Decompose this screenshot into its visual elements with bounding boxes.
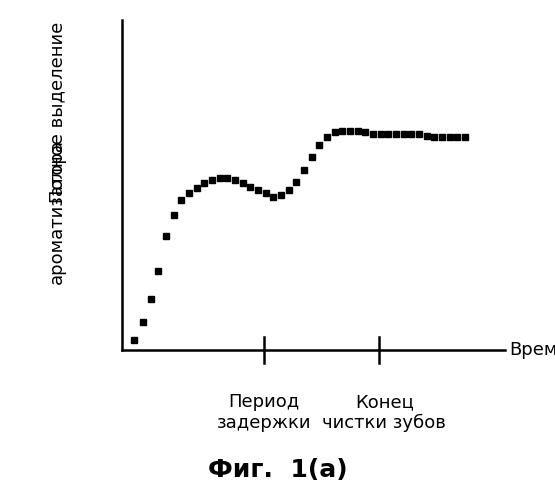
Text: Время: Время: [509, 341, 555, 359]
Text: Конец
чистки зубов: Конец чистки зубов: [322, 393, 446, 432]
Text: Фиг.  1(a): Фиг. 1(a): [208, 458, 347, 482]
Text: ароматизатора: ароматизатора: [48, 139, 66, 284]
Text: Полное выделение: Полное выделение: [48, 22, 66, 203]
Text: Период
задержки: Период задержки: [216, 393, 311, 432]
